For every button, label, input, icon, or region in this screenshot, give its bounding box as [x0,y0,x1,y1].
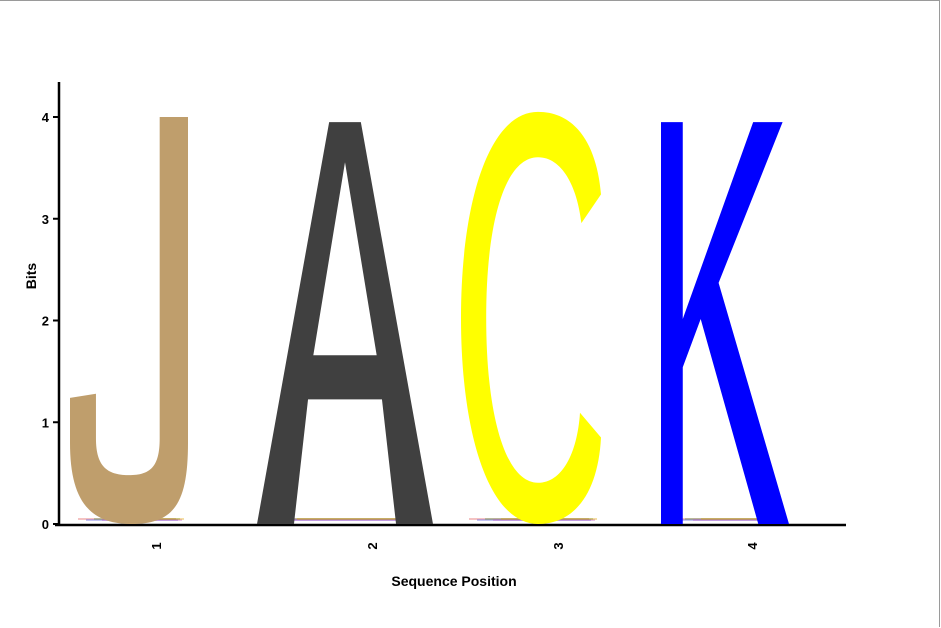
y-tick-label: 3 [42,212,49,227]
background-letter-mark [297,518,429,520]
letter-a-position-2 [257,122,433,525]
y-tick-label: 4 [42,110,50,125]
letter-k-position-4 [661,122,789,525]
x-tick-label: 1 [149,542,164,549]
x-ticks: 1 2 3 4 [149,542,760,550]
y-tick-label: 0 [42,517,49,532]
x-tick-label: 3 [551,542,566,549]
y-tick-label: 1 [42,415,49,430]
background-letter-mark [669,518,777,520]
background-letter-mark [281,518,425,520]
letter-j-position-1 [70,117,188,524]
background-letter-mark [701,518,785,520]
x-tick-label: 4 [745,542,760,550]
y-ticks: 0 1 2 3 4 [42,110,59,532]
background-letter-mark [677,519,779,521]
y-tick-label: 2 [42,314,49,329]
y-axis-label: Bits [23,263,39,290]
background-letter-mark [685,518,781,520]
background-letter-mark [265,518,421,520]
letter-c-position-3 [461,111,601,524]
axes [55,82,846,527]
background-letter-mark [693,519,783,521]
background-letter-mark [273,519,423,521]
x-tick-label: 2 [365,542,380,549]
letter-stacks [70,111,789,525]
x-axis-label: Sequence Position [391,573,516,589]
background-letter-mark [289,519,427,521]
